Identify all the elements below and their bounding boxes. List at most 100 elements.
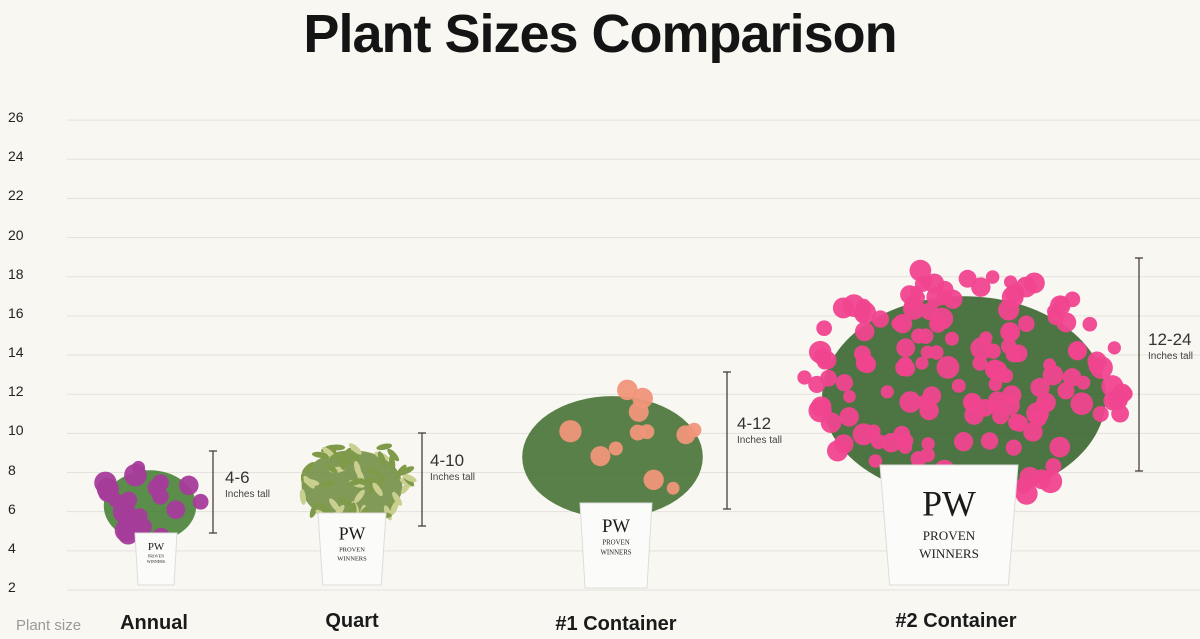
size-unit: Inches tall <box>737 435 783 446</box>
flower <box>1092 405 1109 423</box>
flower <box>1003 275 1018 289</box>
flower <box>944 331 959 346</box>
pot-logo: PW <box>602 516 630 537</box>
size-range: 12-24 <box>1148 330 1192 349</box>
leaf <box>387 448 400 462</box>
flower <box>676 425 696 445</box>
pot-brand-text: WINNERS <box>337 555 367 562</box>
flower <box>166 500 186 520</box>
leaf <box>348 478 365 486</box>
flower <box>1038 469 1063 494</box>
flower <box>980 432 999 450</box>
flower <box>896 338 916 358</box>
flower <box>1049 436 1071 458</box>
flower <box>929 345 944 360</box>
leaf <box>372 482 383 497</box>
page-title: Plant Sizes Comparison <box>303 4 897 64</box>
flower <box>892 313 913 334</box>
leaf <box>376 443 393 451</box>
pot <box>879 464 1019 586</box>
flower <box>797 370 812 385</box>
y-tick-label: 6 <box>8 500 16 517</box>
leaf <box>390 500 399 516</box>
flower <box>985 270 1000 284</box>
flower <box>820 369 837 387</box>
flower <box>921 437 935 451</box>
flower <box>898 440 913 454</box>
flower <box>1067 341 1088 361</box>
pot-brand-text: WINNERS <box>600 549 631 556</box>
size-range: 4-10 <box>430 451 465 470</box>
flower <box>993 366 1009 382</box>
flower <box>1090 356 1113 380</box>
flower <box>808 340 832 364</box>
y-tick-label: 14 <box>8 344 24 361</box>
flower <box>868 454 883 468</box>
flower <box>985 343 1001 359</box>
flower <box>826 440 849 462</box>
flower <box>632 387 653 409</box>
plant-category-label: #1 Container <box>555 613 677 635</box>
y-tick-label: 2 <box>8 579 16 595</box>
y-tick-label: 24 <box>8 148 24 165</box>
leaf <box>377 451 387 467</box>
flower <box>1011 415 1029 432</box>
pot-brand-text: PROVEN <box>339 546 365 553</box>
foliage <box>301 450 403 522</box>
flower <box>1070 392 1094 416</box>
flower <box>835 374 854 392</box>
plant-category-label: Quart <box>325 610 379 632</box>
flower <box>1000 322 1021 343</box>
flower <box>971 277 991 297</box>
flower <box>1082 316 1098 332</box>
flower <box>124 463 147 487</box>
plant-3: PW PROVEN WINNERS <box>797 259 1133 586</box>
flower <box>893 425 911 443</box>
pot-logo: PW <box>148 541 165 553</box>
flower <box>1036 392 1056 413</box>
leaf <box>319 480 336 488</box>
flower <box>639 424 655 440</box>
flower <box>936 356 960 379</box>
leaf <box>353 460 362 477</box>
flower <box>926 287 946 307</box>
flower <box>979 331 993 345</box>
flower <box>999 395 1020 416</box>
plant-2: PW PROVEN WINNERS <box>522 379 703 589</box>
flower <box>643 469 664 490</box>
pot-brand-text: WINNERS <box>919 546 979 561</box>
flower <box>108 492 124 508</box>
flower <box>1042 364 1064 386</box>
leaf <box>354 489 365 503</box>
flower <box>920 302 939 321</box>
y-tick-label: 18 <box>8 265 24 282</box>
flower <box>951 378 966 393</box>
plant-1: PW PROVEN WINNERS <box>299 443 417 586</box>
leaf <box>337 455 346 471</box>
flower <box>871 310 890 328</box>
flower <box>192 493 209 510</box>
leaf <box>303 478 320 486</box>
flower <box>855 308 870 324</box>
flower <box>895 359 913 377</box>
leaf <box>325 462 338 474</box>
y-tick-label: 22 <box>8 187 24 204</box>
leaf <box>337 497 353 507</box>
flower <box>617 379 638 401</box>
leaf <box>299 488 307 505</box>
flower <box>917 394 934 411</box>
flower <box>911 328 927 344</box>
flower <box>1009 344 1028 363</box>
plant-category-label: Annual <box>120 612 188 634</box>
leaf <box>311 451 328 458</box>
foliage <box>522 396 703 518</box>
flower <box>929 315 947 333</box>
flower <box>899 391 922 413</box>
leaf <box>367 467 382 477</box>
size-unit: Inches tall <box>430 472 476 483</box>
flower <box>152 488 169 505</box>
leaf <box>318 502 332 515</box>
pot-brand-text: PROVEN <box>602 540 629 547</box>
pot-brand-text: PROVEN <box>923 528 976 543</box>
